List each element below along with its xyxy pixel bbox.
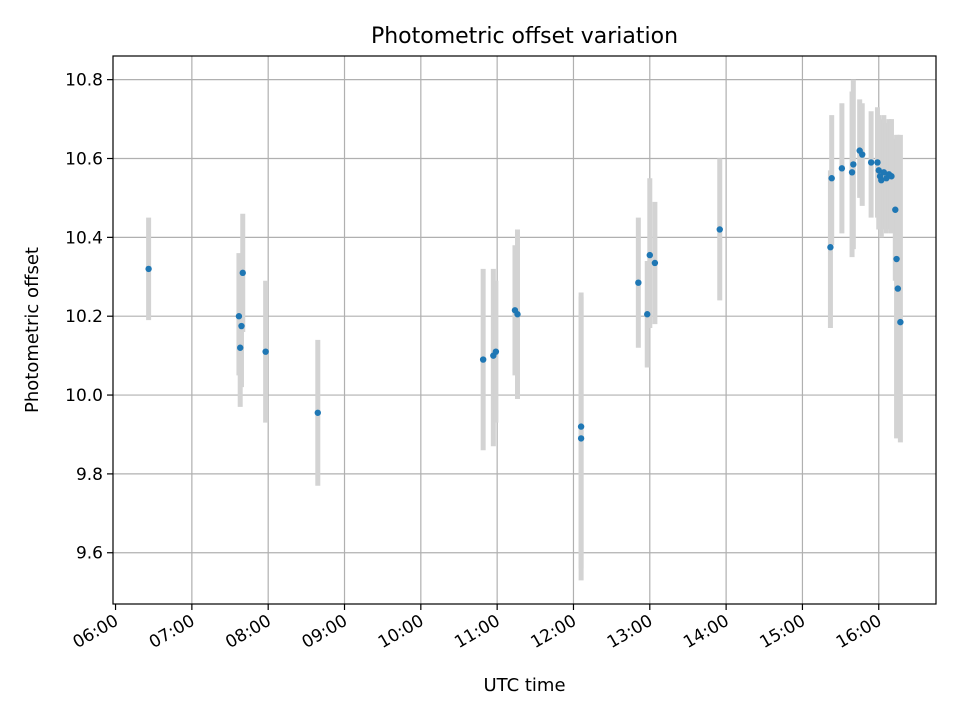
x-tick-label: 15:00 [757, 611, 809, 653]
data-points [145, 147, 904, 442]
data-point [859, 151, 866, 158]
data-point [897, 318, 904, 326]
y-tick-label: 10.8 [65, 71, 103, 91]
y-tick-label: 9.8 [76, 465, 103, 485]
data-point [828, 175, 835, 182]
x-tick-label: 12:00 [528, 611, 580, 653]
data-point [888, 173, 895, 180]
data-point [577, 435, 585, 442]
data-point [848, 169, 856, 176]
data-point [894, 285, 902, 292]
data-point [878, 176, 885, 184]
chart-title: Photometric offset variation [371, 24, 678, 49]
data-point [235, 313, 243, 320]
data-point [577, 423, 585, 430]
grid-lines [113, 56, 936, 604]
data-point [716, 226, 723, 233]
data-point [874, 159, 881, 166]
data-point [238, 322, 245, 330]
data-point [644, 311, 651, 318]
x-tick-label: 13:00 [604, 611, 656, 653]
error-bars [146, 79, 903, 581]
data-point [850, 161, 857, 168]
x-axis-label: UTC time [483, 675, 565, 696]
data-point [514, 311, 521, 318]
data-point [827, 244, 834, 251]
data-point [239, 269, 246, 277]
x-tick-label: 11:00 [451, 611, 503, 653]
x-tick-label: 07:00 [146, 611, 198, 653]
data-point [651, 259, 659, 267]
x-tick-label: 10:00 [375, 611, 427, 653]
data-point [646, 251, 653, 259]
data-point [893, 255, 900, 263]
data-point [262, 348, 269, 355]
y-tick-label: 10.2 [65, 307, 103, 327]
data-point [145, 265, 152, 273]
x-tick-label: 14:00 [680, 611, 732, 653]
y-tick-label: 10.6 [65, 150, 103, 170]
data-point [838, 165, 846, 172]
x-tick-label: 06:00 [70, 611, 122, 653]
data-point [635, 279, 642, 286]
plot-frame [112, 55, 937, 605]
data-point [875, 167, 882, 174]
x-tick-label: 09:00 [299, 611, 351, 653]
y-axis-label: Photometric offset [22, 247, 43, 413]
data-point [867, 159, 875, 166]
data-point [892, 206, 899, 213]
x-tick-label: 16:00 [833, 611, 885, 653]
data-point [880, 169, 888, 176]
y-tick-label: 10.4 [65, 228, 103, 248]
data-point [479, 356, 487, 363]
y-tick-label: 10.0 [65, 386, 103, 406]
y-tick-label: 9.6 [76, 544, 103, 564]
data-point [314, 409, 321, 416]
x-tick-label: 08:00 [222, 611, 274, 653]
data-point [237, 344, 244, 351]
data-point [492, 348, 500, 355]
